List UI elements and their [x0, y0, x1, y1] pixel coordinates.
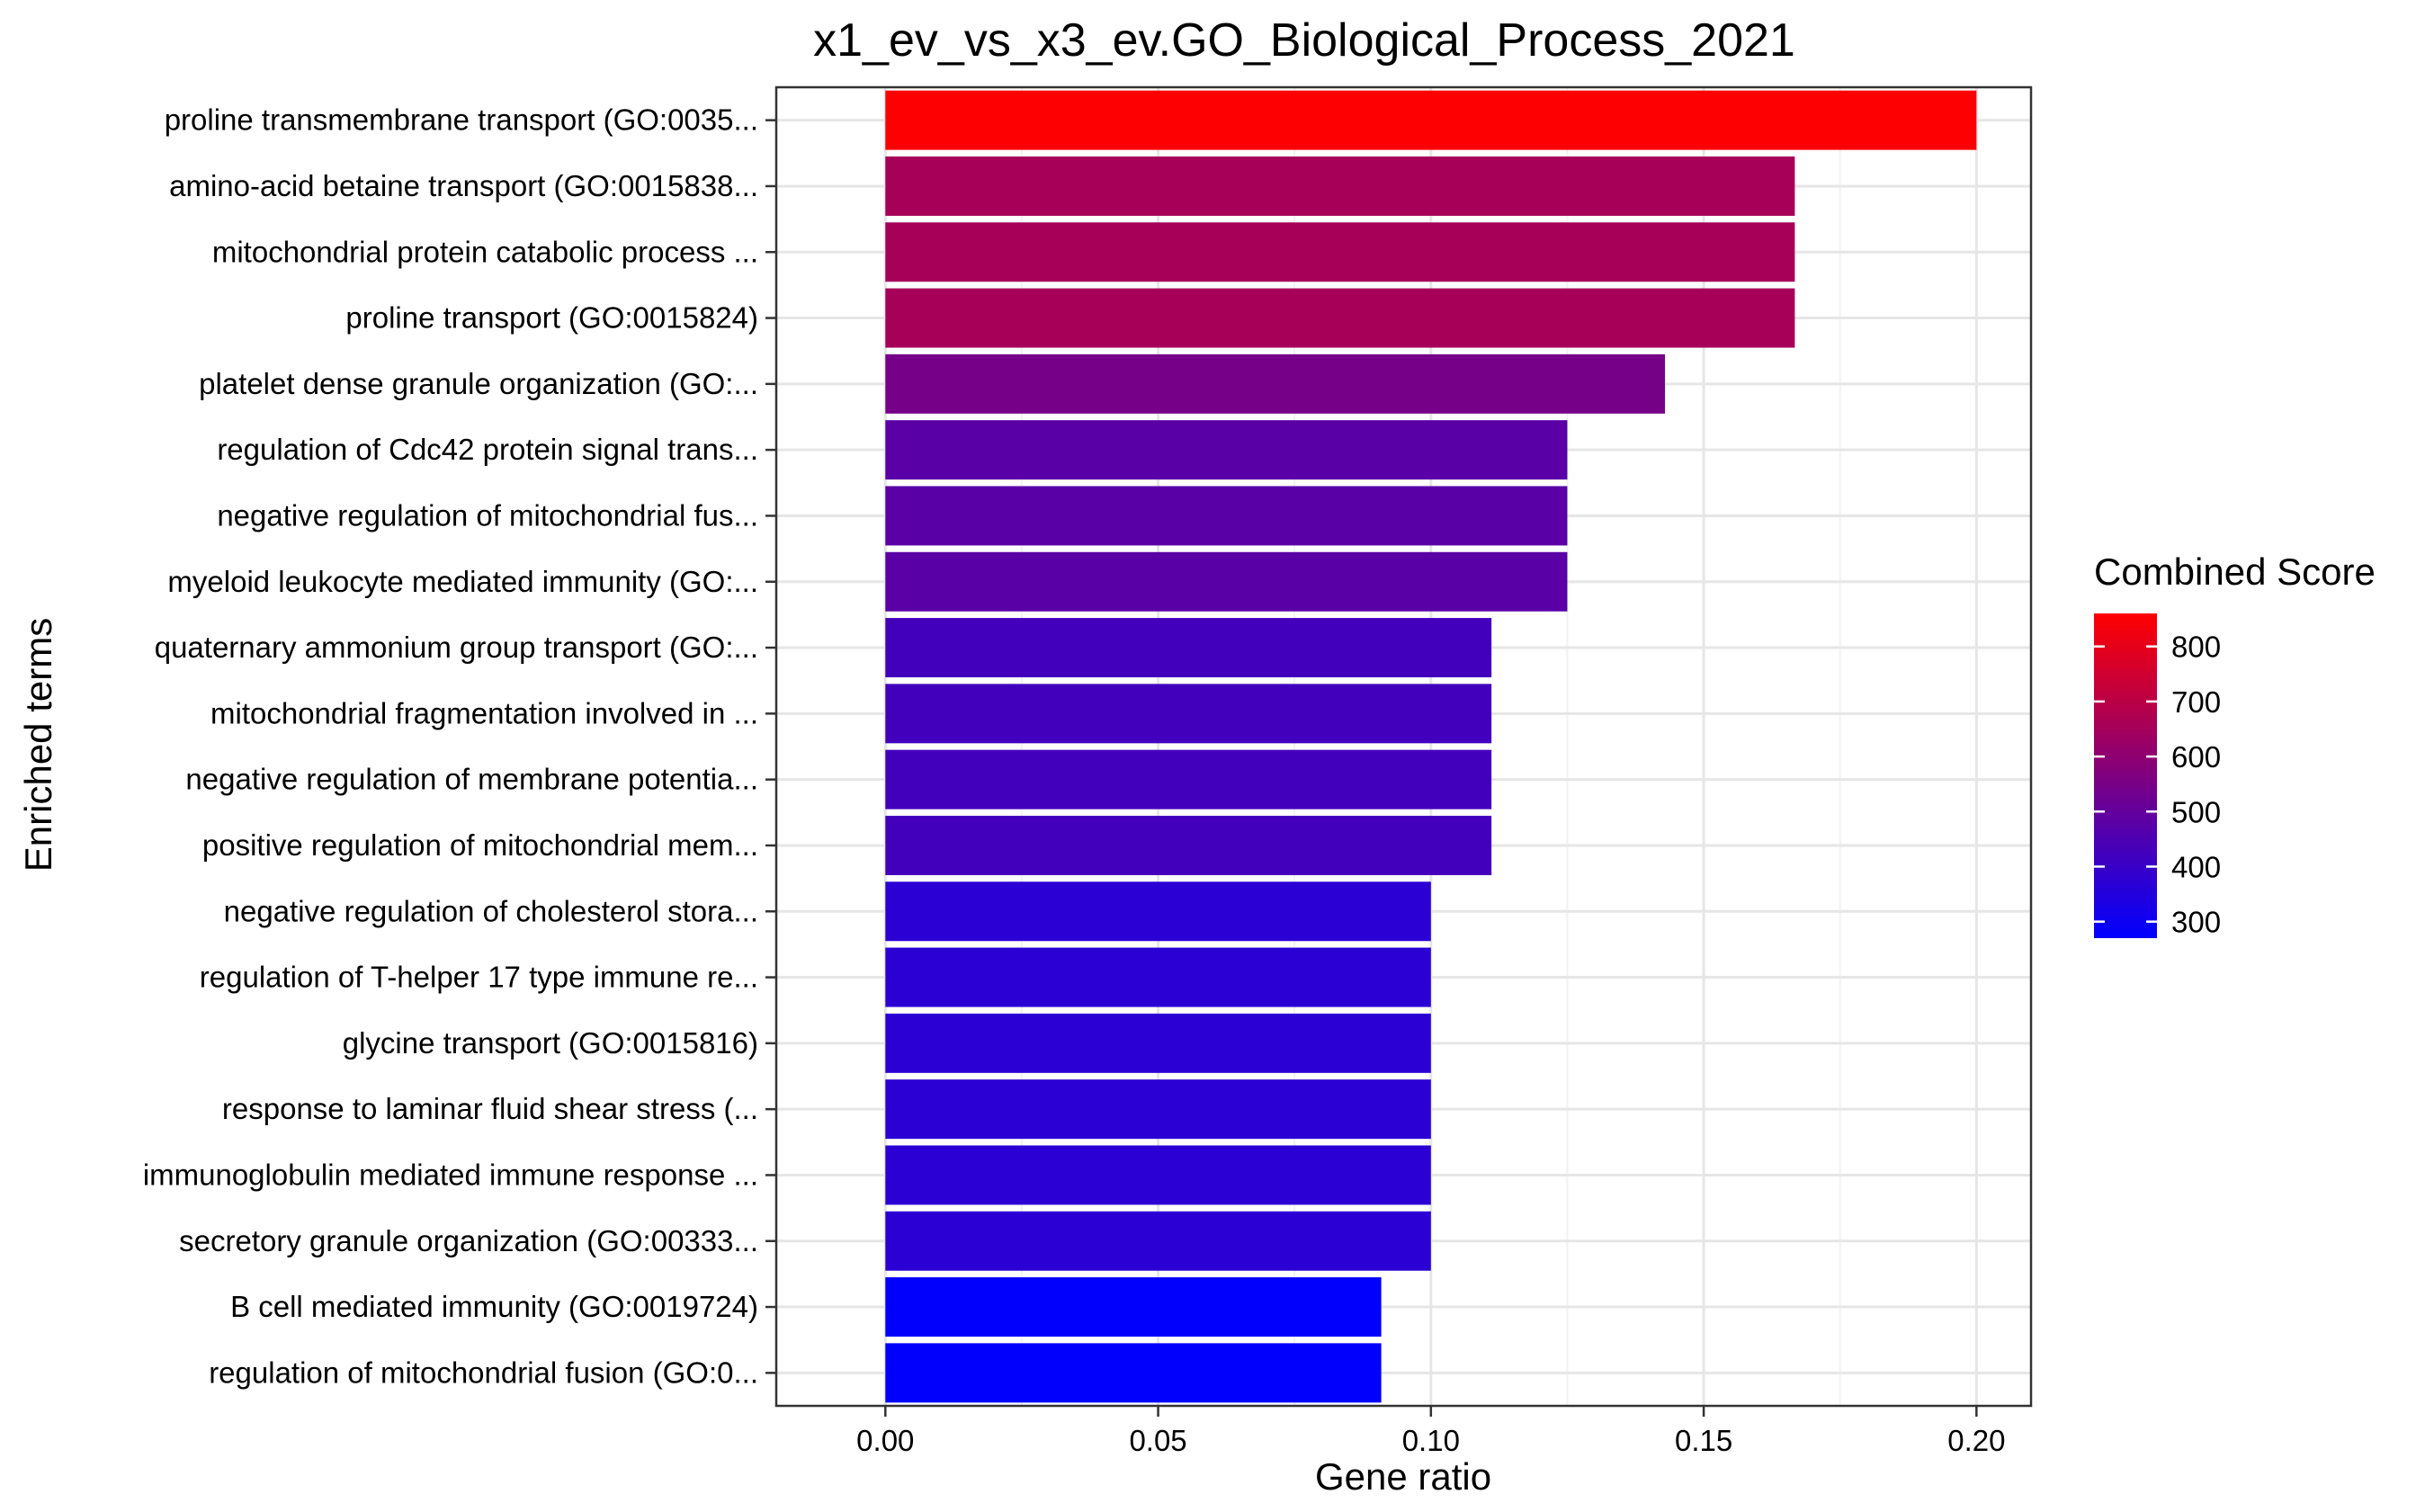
legend-label: 400	[2171, 850, 2221, 883]
colorbar	[2094, 613, 2157, 938]
y-tick-label: myeloid leukocyte mediated immunity (GO:…	[167, 565, 758, 598]
y-tick-label: proline transmembrane transport (GO:0035…	[165, 103, 758, 137]
y-tick-label: immunoglobulin mediated immune response …	[143, 1158, 758, 1191]
bar	[885, 1343, 1382, 1403]
x-tick-labels: 0.00 0.05 0.10 0.15 0.20	[856, 1406, 2005, 1457]
bar	[885, 1277, 1382, 1338]
x-tick-label: 0.15	[1675, 1424, 1732, 1457]
y-tick-label: regulation of Cdc42 protein signal trans…	[217, 433, 758, 466]
legend-label: 600	[2171, 740, 2221, 774]
y-tick-labels: proline transmembrane transport (GO:0035…	[143, 103, 776, 1389]
legend-label: 700	[2171, 685, 2221, 719]
y-tick-label: positive regulation of mitochondrial mem…	[202, 828, 758, 862]
bar	[885, 749, 1492, 810]
y-tick-label: negative regulation of membrane potentia…	[185, 763, 758, 796]
x-tick-label: 0.00	[856, 1424, 914, 1457]
y-tick-label: mitochondrial protein catabolic process …	[212, 235, 758, 268]
bar	[885, 881, 1431, 942]
x-tick-label: 0.10	[1402, 1424, 1460, 1457]
bar	[885, 815, 1492, 875]
bar	[885, 288, 1795, 348]
y-axis-title: Enriched terms	[17, 618, 59, 872]
bar	[885, 1013, 1431, 1073]
legend-label: 300	[2171, 906, 2221, 939]
bar	[885, 420, 1568, 480]
bar	[885, 90, 1977, 150]
bar	[885, 1145, 1431, 1205]
bar	[885, 684, 1492, 744]
x-tick-label: 0.05	[1129, 1424, 1186, 1457]
y-tick-label: secretory granule organization (GO:00333…	[179, 1224, 758, 1257]
x-tick-label: 0.20	[1947, 1424, 2005, 1457]
bar	[885, 222, 1795, 282]
y-tick-label: quaternary ammonium group transport (GO:…	[155, 631, 758, 664]
y-tick-label: response to laminar fluid shear stress (…	[222, 1092, 758, 1125]
legend: Combined Score 300 400 500 600 700 800	[2094, 550, 2376, 939]
plot-panel	[774, 85, 2033, 1408]
bar	[885, 353, 1666, 414]
panel-border	[774, 85, 2033, 1408]
y-tick-label: proline transport (GO:0015824)	[345, 301, 758, 335]
legend-label: 800	[2171, 631, 2221, 664]
y-tick-label: regulation of mitochondrial fusion (GO:0…	[209, 1355, 758, 1389]
bar	[885, 156, 1795, 216]
chart-title: x1_ev_vs_x3_ev.GO_Biological_Process_202…	[813, 14, 1795, 67]
y-tick-label: platelet dense granule organization (GO:…	[199, 367, 758, 400]
y-tick-label: B cell mediated immunity (GO:0019724)	[230, 1290, 758, 1323]
y-tick-label: mitochondrial fragmentation involved in …	[210, 696, 758, 729]
bar	[885, 947, 1431, 1007]
y-tick-label: negative regulation of cholesterol stora…	[224, 894, 758, 927]
legend-label: 500	[2171, 795, 2221, 828]
legend-title: Combined Score	[2094, 550, 2376, 593]
bar	[885, 1079, 1431, 1140]
y-tick-label: negative regulation of mitochondrial fus…	[217, 498, 758, 532]
bar	[885, 551, 1568, 612]
x-axis-title: Gene ratio	[1315, 1455, 1491, 1498]
bar	[885, 1211, 1431, 1271]
bar	[885, 486, 1568, 546]
y-tick-label: glycine transport (GO:0015816)	[343, 1026, 758, 1060]
panel-background	[776, 87, 2031, 1406]
y-tick-label: amino-acid betaine transport (GO:0015838…	[169, 169, 758, 202]
y-tick-label: regulation of T-helper 17 type immune re…	[200, 961, 758, 994]
bar	[885, 618, 1492, 678]
